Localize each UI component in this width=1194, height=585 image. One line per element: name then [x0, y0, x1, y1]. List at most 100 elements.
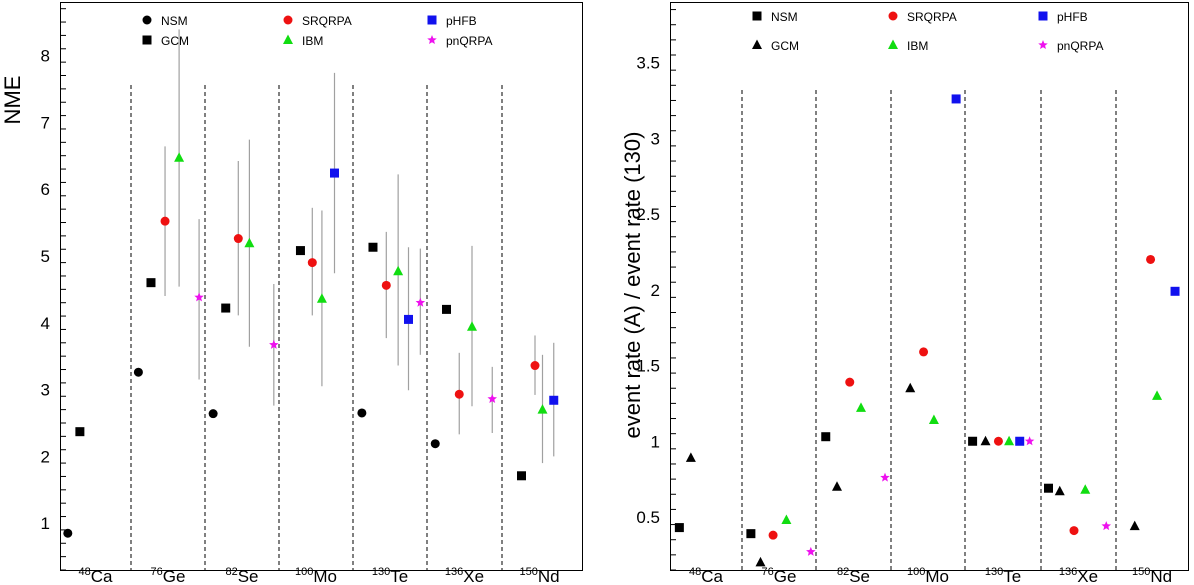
point-ibm-xe	[1080, 484, 1091, 494]
point-srqrpa-ge	[160, 216, 170, 226]
category-mass: 100	[295, 566, 313, 578]
point-gcm-nd	[1129, 520, 1140, 531]
point-ibm-te	[1004, 435, 1015, 446]
category-label-130te: 130Te	[372, 566, 408, 585]
category-label-150nd: 150Nd	[519, 566, 559, 585]
category-element: Xe	[463, 567, 484, 585]
point-phfb-nd	[549, 395, 559, 405]
legend-marker-gcm	[752, 39, 762, 49]
point-nsm-ca	[63, 528, 73, 538]
category-element: Mo	[313, 567, 337, 585]
legend-marker-nsm	[752, 11, 762, 21]
category-element: Nd	[1150, 567, 1172, 585]
category-element: Te	[390, 567, 408, 585]
point-gcm-nd	[517, 471, 526, 481]
point-nsm-xe	[1044, 483, 1053, 493]
plot-frame	[60, 2, 583, 571]
point-pnqrpa-xe	[1101, 521, 1112, 531]
legend-label-gcm: GCM	[771, 39, 799, 53]
point-pnqrpa-te	[1024, 436, 1035, 446]
category-label-150nd: 150Nd	[1132, 566, 1172, 585]
legend-label-pnqrpa: pnQRPA	[1057, 39, 1103, 53]
legend-marker-nsm	[142, 15, 152, 25]
point-gcm-xe	[442, 304, 451, 314]
point-gcm-te	[368, 242, 378, 252]
legend-label-ibm: IBM	[907, 39, 928, 53]
category-label-76ge: 76Ge	[762, 566, 797, 585]
legend-marker-pnqrpa	[1038, 40, 1048, 50]
category-mass: 48	[79, 566, 91, 578]
y-tick-label: 1	[41, 514, 50, 533]
category-mass: 130	[985, 566, 1003, 578]
point-ibm-nd	[537, 404, 548, 414]
legend-marker-phfb	[427, 15, 437, 25]
point-gcm-te	[980, 435, 991, 446]
point-srqrpa-te	[381, 280, 391, 290]
legend-label-gcm: GCM	[161, 34, 189, 48]
point-ibm-ge	[781, 514, 792, 525]
point-srqrpa-xe	[454, 389, 464, 399]
category-mass: 150	[519, 566, 537, 578]
point-nsm-te	[968, 436, 978, 446]
y-tick-label: 1	[651, 432, 660, 451]
point-nsm-te	[357, 408, 367, 418]
category-mass: 76	[151, 566, 163, 578]
y-tick-label: 2	[41, 447, 50, 466]
point-gcm-se	[832, 481, 842, 491]
point-pnqrpa-te	[415, 297, 426, 307]
y-tick-label: 3	[651, 129, 660, 148]
point-ibm-mo	[316, 293, 327, 303]
category-mass: 130	[372, 566, 390, 578]
category-label-100mo: 100Mo	[907, 566, 949, 585]
legend-label-nsm: NSM	[161, 14, 188, 28]
legend-label-nsm: NSM	[771, 10, 798, 24]
point-nsm-se	[208, 409, 218, 419]
point-srqrpa-xe	[1069, 526, 1079, 536]
category-mass: 136	[1059, 566, 1077, 578]
legend-label-phfb: pHFB	[1057, 10, 1088, 24]
point-gcm-xe	[1054, 485, 1065, 496]
y-tick-label: 2.5	[636, 205, 660, 224]
category-mass: 82	[837, 566, 849, 578]
point-nsm-xe	[430, 439, 440, 449]
category-label-136xe: 136Xe	[1059, 566, 1098, 585]
category-element: Ge	[163, 567, 186, 585]
point-nsm-ge	[746, 529, 756, 539]
point-ibm-xe	[467, 321, 477, 331]
category-element: Ca	[91, 567, 113, 585]
point-pnqrpa-xe	[487, 393, 498, 403]
point-pnqrpa-se	[880, 472, 890, 482]
category-element: Xe	[1077, 567, 1098, 585]
point-gcm-ca	[685, 452, 696, 462]
y-tick-label: 8	[41, 46, 50, 65]
category-element: Se	[238, 567, 259, 585]
legend-marker-pnqrpa	[427, 35, 437, 45]
point-nsm-ge	[133, 367, 143, 377]
point-srqrpa-nd	[1146, 254, 1156, 264]
point-phfb-te	[404, 314, 413, 324]
point-ibm-ge	[174, 152, 185, 162]
category-label-48ca: 48Ca	[689, 566, 724, 585]
point-srqrpa-mo	[307, 258, 317, 268]
category-element: Ge	[774, 567, 797, 585]
point-phfb-mo	[330, 168, 339, 178]
category-element: Mo	[925, 567, 949, 585]
point-gcm-se	[221, 303, 231, 313]
legend-marker-srqrpa	[888, 11, 898, 21]
legend-marker-srqrpa	[283, 15, 293, 25]
point-gcm-mo	[905, 382, 916, 393]
legend-label-pnqrpa: pnQRPA	[446, 34, 492, 48]
category-label-130te: 130Te	[985, 566, 1021, 585]
y-axis-title: event rate (A) / event rate (130)	[620, 132, 645, 439]
category-element: Nd	[538, 567, 560, 585]
y-tick-label: 1.5	[636, 357, 660, 376]
point-ibm-mo	[928, 414, 939, 425]
legend-label-srqrpa: SRQRPA	[302, 14, 352, 28]
legend-marker-phfb	[1038, 11, 1048, 21]
y-tick-label: 6	[41, 180, 50, 199]
category-element: Se	[849, 567, 870, 585]
y-tick-label: 3	[41, 381, 50, 400]
point-pnqrpa-ge	[806, 546, 816, 556]
legend-marker-ibm	[283, 34, 293, 44]
category-label-82se: 82Se	[225, 566, 258, 585]
